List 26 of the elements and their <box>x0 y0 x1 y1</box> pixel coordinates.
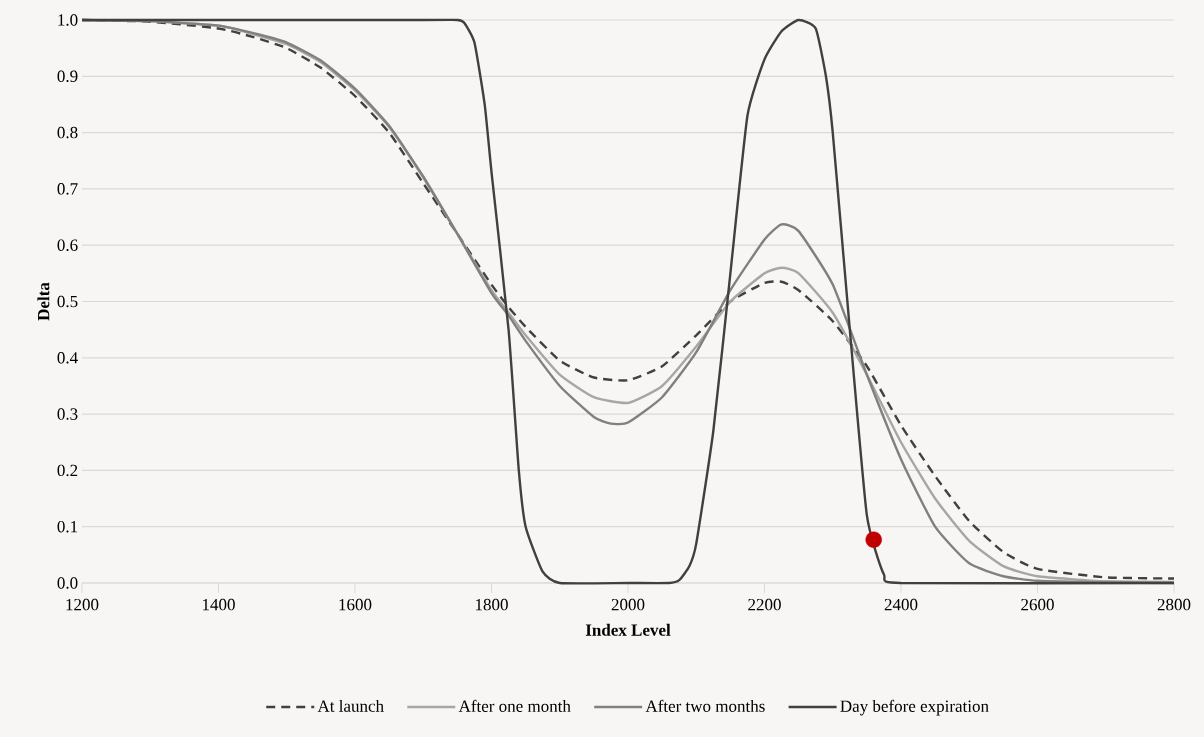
legend-label: Day before expiration <box>840 699 989 716</box>
y-axis-title: Delta <box>37 282 50 321</box>
y-tick-label: 0.5 <box>57 295 78 308</box>
y-tick-label: 0.6 <box>57 239 78 251</box>
x-tick-label: 2200 <box>748 598 781 611</box>
y-tick-label: 0.2 <box>57 464 78 477</box>
x-tick-label: 1200 <box>66 598 99 611</box>
x-tick-label: 2000 <box>611 598 645 611</box>
x-tick-label: 2600 <box>1021 598 1054 611</box>
y-tick-label: 0.7 <box>57 183 78 195</box>
legend-label: After one month <box>458 699 571 712</box>
y-tick-label: 0.9 <box>57 70 78 83</box>
y-tick-label: 0.4 <box>57 352 78 364</box>
x-axis-title: Index Level <box>585 623 671 636</box>
x-tick-label: 2800 <box>1157 598 1191 611</box>
y-tick-label: 1.0 <box>58 14 78 26</box>
x-tick-label: 2400 <box>884 598 918 611</box>
x-tick-label: 1600 <box>339 598 372 611</box>
x-tick-label: 1800 <box>475 598 508 611</box>
y-tick-label: 0.0 <box>57 577 78 589</box>
y-tick-label: 0.3 <box>57 408 78 420</box>
legend-label: At launch <box>317 699 384 712</box>
x-tick-label: 1400 <box>202 598 235 611</box>
legend-label: After two months <box>645 699 765 712</box>
y-tick-label: 0.8 <box>57 126 78 139</box>
y-tick-label: 0.1 <box>57 520 78 533</box>
